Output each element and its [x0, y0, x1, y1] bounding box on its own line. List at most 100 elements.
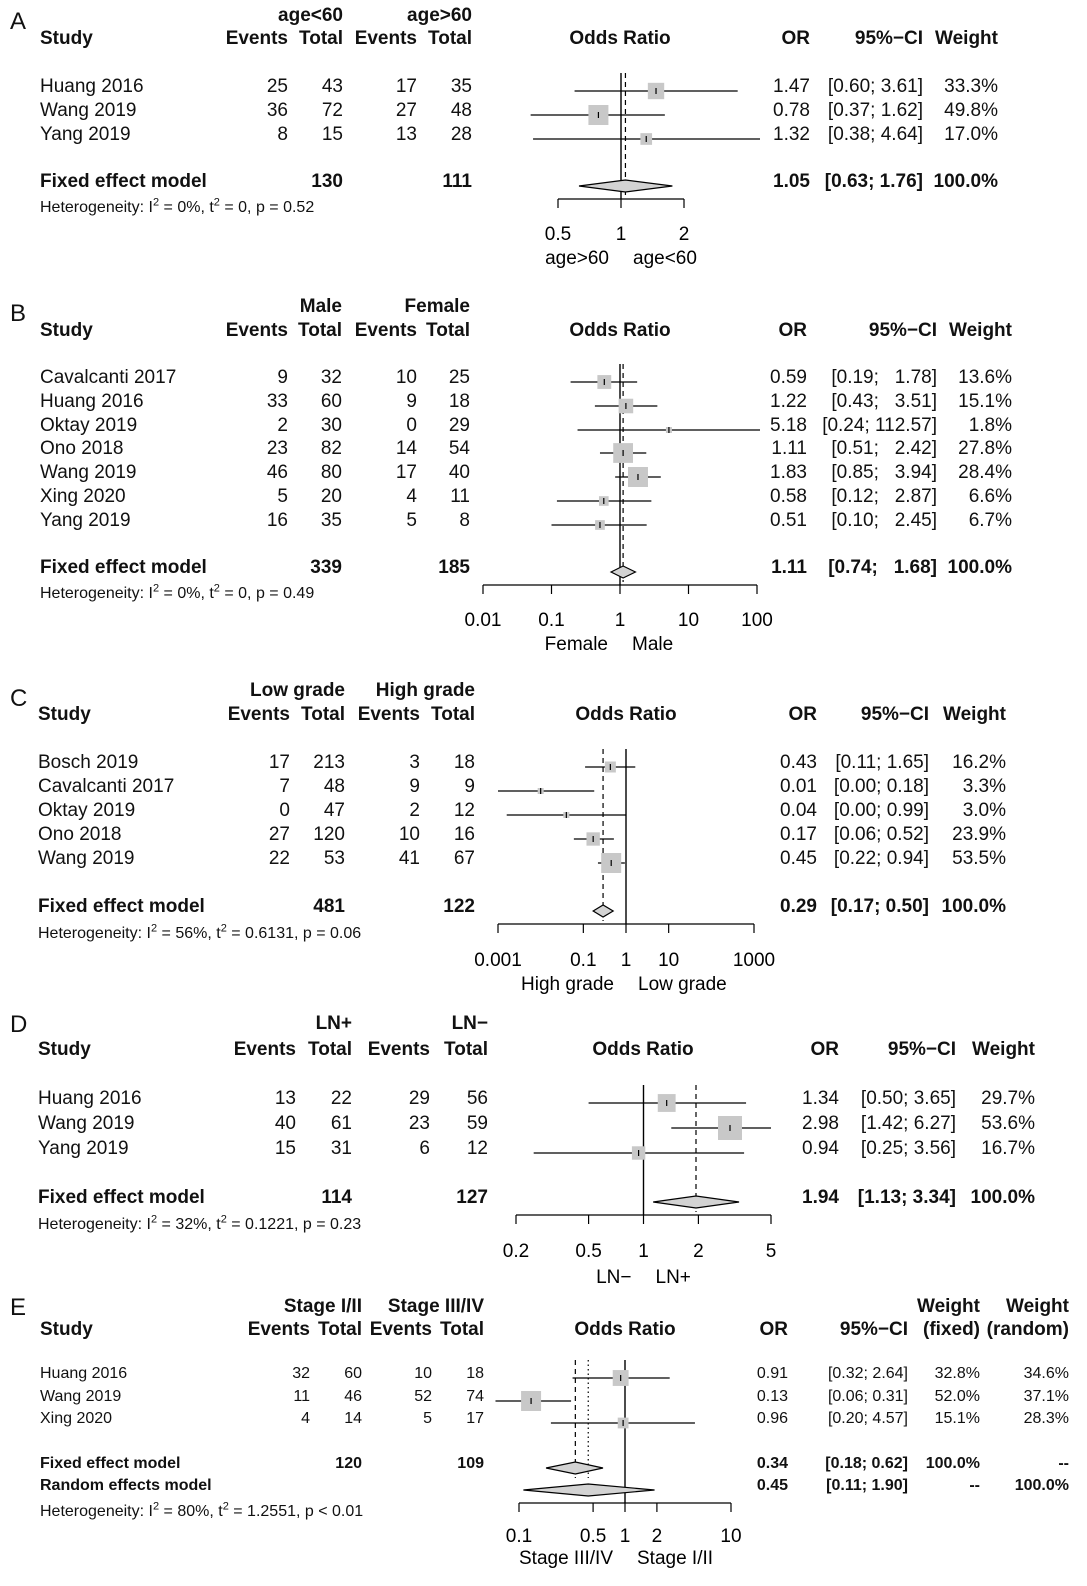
header-total-2: Total — [444, 1039, 488, 1060]
study-name: Huang 2016 — [40, 76, 144, 97]
header-ci: 95%−CI — [839, 1319, 908, 1340]
study-name: Cavalcanti 2017 — [40, 367, 177, 388]
summary-name: Fixed effect model — [40, 1455, 181, 1472]
header-events-2: Events — [369, 1319, 432, 1340]
total-1: 60 — [320, 391, 342, 412]
header-events-2: Events — [354, 320, 417, 341]
study-name: Yang 2019 — [40, 124, 131, 145]
header-total-1: Total — [298, 320, 342, 341]
total-1: 32 — [320, 367, 342, 388]
study-name: Yang 2019 — [40, 510, 131, 531]
events-2: 52 — [414, 1388, 432, 1405]
summary-diamond — [523, 1483, 655, 1497]
p-value: p = 0.52 — [255, 199, 315, 216]
weight-value: 6.6% — [968, 486, 1012, 507]
header-weight: Weight — [972, 1039, 1035, 1060]
p-value: p < 0.01 — [304, 1503, 364, 1520]
weight-value: 33.3% — [944, 76, 998, 97]
total-2: 9 — [464, 776, 475, 797]
ci-value: [0.51; 2.42] — [831, 438, 937, 459]
x-tick-label: 1 — [621, 950, 632, 971]
or-value: 0.01 — [780, 776, 817, 797]
heterogeneity: Heterogeneity: I2 = 0%, t2 = 0, p = 0.52 — [40, 196, 315, 216]
or-value: 0.13 — [756, 1388, 788, 1405]
header-or: OR — [810, 1039, 840, 1060]
p-value: p = 0.23 — [302, 1216, 362, 1233]
summary-name: Fixed effect model — [38, 1187, 205, 1208]
events-2: 2 — [409, 800, 420, 821]
heterogeneity: Heterogeneity: I2 = 56%, t2 = 0.6131, p … — [38, 922, 362, 942]
total-1: 22 — [330, 1088, 352, 1109]
i2-value: 32% — [175, 1216, 208, 1233]
header-weight-fixed: (fixed) — [923, 1319, 980, 1340]
direction-label-left: LN− — [596, 1267, 631, 1288]
total-1: 72 — [321, 100, 343, 121]
study-name: Huang 2016 — [38, 1088, 142, 1109]
header-study: Study — [38, 704, 91, 725]
header-events-1: Events — [233, 1039, 296, 1060]
events-2: 5 — [406, 510, 417, 531]
ci-value: [0.06; 0.52] — [833, 824, 929, 845]
weight-value: 13.6% — [958, 367, 1012, 388]
summary-weight: 100.0% — [933, 171, 998, 192]
events-2: 13 — [395, 124, 417, 145]
events-2: 6 — [419, 1138, 430, 1159]
or-value: 0.78 — [773, 100, 810, 121]
p-value: p = 0.49 — [255, 585, 315, 602]
total-2: 18 — [453, 752, 475, 773]
events-1: 8 — [277, 124, 288, 145]
header-study: Study — [40, 1319, 93, 1340]
x-tick-label: 1 — [616, 224, 627, 245]
weight-value: 53.6% — [981, 1113, 1035, 1134]
total-1: 120 — [313, 824, 345, 845]
tau2-value: 0.1221 — [245, 1216, 294, 1233]
summary-ci: [0.17; 0.50] — [830, 896, 929, 917]
total-1: 48 — [323, 776, 345, 797]
weight-value: 32.8% — [934, 1365, 980, 1382]
x-tick-label: 0.001 — [474, 950, 522, 971]
summary-total-1: 114 — [321, 1187, 352, 1208]
summary-or: 1.94 — [802, 1187, 839, 1208]
x-tick-label: 0.5 — [575, 1241, 601, 1262]
ci-value: [0.50; 3.65] — [860, 1088, 956, 1109]
study-name: Wang 2019 — [38, 848, 135, 869]
events-2: 3 — [409, 752, 420, 773]
summary-or: 0.45 — [756, 1477, 788, 1494]
summary-total-2: 109 — [457, 1455, 484, 1472]
header-weight: Weight — [943, 704, 1006, 725]
direction-label-right: age<60 — [633, 248, 697, 269]
ci-value: [0.37; 1.62] — [827, 100, 923, 121]
total-1: 31 — [330, 1138, 352, 1159]
header-odds-ratio: Odds Ratio — [592, 1039, 694, 1060]
or-value: 1.22 — [770, 391, 807, 412]
header-odds-ratio: Odds Ratio — [575, 704, 677, 725]
summary-name: Fixed effect model — [40, 171, 207, 192]
total-2: 29 — [448, 415, 470, 436]
events-2: 23 — [408, 1113, 430, 1134]
summary-weight: 100.0% — [970, 1187, 1035, 1208]
group-header-1: Stage I/II — [283, 1296, 362, 1317]
events-2: 10 — [395, 367, 417, 388]
x-tick-label: 2 — [679, 224, 690, 245]
i2-value: 56% — [175, 925, 208, 942]
study-name: Xing 2020 — [40, 486, 126, 507]
summary-diamond — [609, 565, 637, 579]
x-tick-label: 2 — [693, 1241, 704, 1262]
events-1: 32 — [292, 1365, 310, 1382]
events-1: 36 — [266, 100, 288, 121]
header-study: Study — [38, 1039, 91, 1060]
header-weight-random: (random) — [986, 1319, 1069, 1340]
or-value: 0.43 — [780, 752, 817, 773]
weight-value: 6.7% — [968, 510, 1012, 531]
header-weight: Weight — [949, 320, 1012, 341]
header-events-2: Events — [357, 704, 420, 725]
summary-name: Fixed effect model — [40, 557, 207, 578]
x-tick-label: 10 — [658, 950, 679, 971]
heterogeneity: Heterogeneity: I2 = 32%, t2 = 0.1221, p … — [38, 1213, 362, 1233]
total-2: 18 — [466, 1365, 484, 1382]
direction-label-left: age>60 — [545, 248, 609, 269]
